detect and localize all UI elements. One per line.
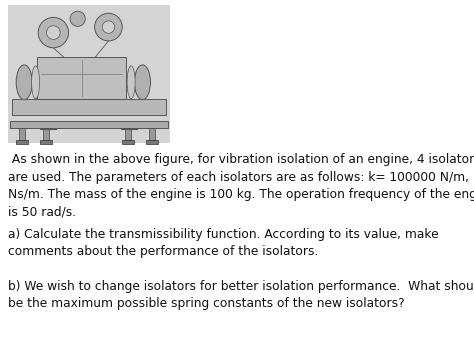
Circle shape bbox=[46, 26, 60, 39]
Text: As shown in the above figure, for vibration isolation of an engine, 4 isolators
: As shown in the above figure, for vibrat… bbox=[8, 153, 474, 219]
Bar bbox=[12, 99, 166, 115]
Circle shape bbox=[102, 21, 115, 33]
Bar bbox=[149, 128, 155, 140]
Bar bbox=[146, 140, 158, 144]
Circle shape bbox=[38, 17, 69, 48]
Bar bbox=[43, 128, 49, 140]
Bar bbox=[37, 57, 126, 99]
Circle shape bbox=[70, 11, 85, 26]
Ellipse shape bbox=[16, 65, 32, 100]
Ellipse shape bbox=[135, 65, 150, 100]
Bar bbox=[40, 140, 52, 144]
Circle shape bbox=[95, 13, 122, 41]
Bar bbox=[19, 128, 25, 140]
Bar bbox=[8, 5, 170, 143]
Text: a) Calculate the transmissibility function. According to its value, make
comment: a) Calculate the transmissibility functi… bbox=[8, 228, 438, 259]
Ellipse shape bbox=[32, 66, 39, 99]
Bar bbox=[122, 140, 134, 144]
Bar bbox=[10, 121, 168, 128]
Ellipse shape bbox=[127, 66, 135, 99]
Text: b) We wish to change isolators for better isolation performance.  What should
be: b) We wish to change isolators for bette… bbox=[8, 280, 474, 311]
Bar bbox=[16, 140, 28, 144]
Bar bbox=[125, 128, 131, 140]
